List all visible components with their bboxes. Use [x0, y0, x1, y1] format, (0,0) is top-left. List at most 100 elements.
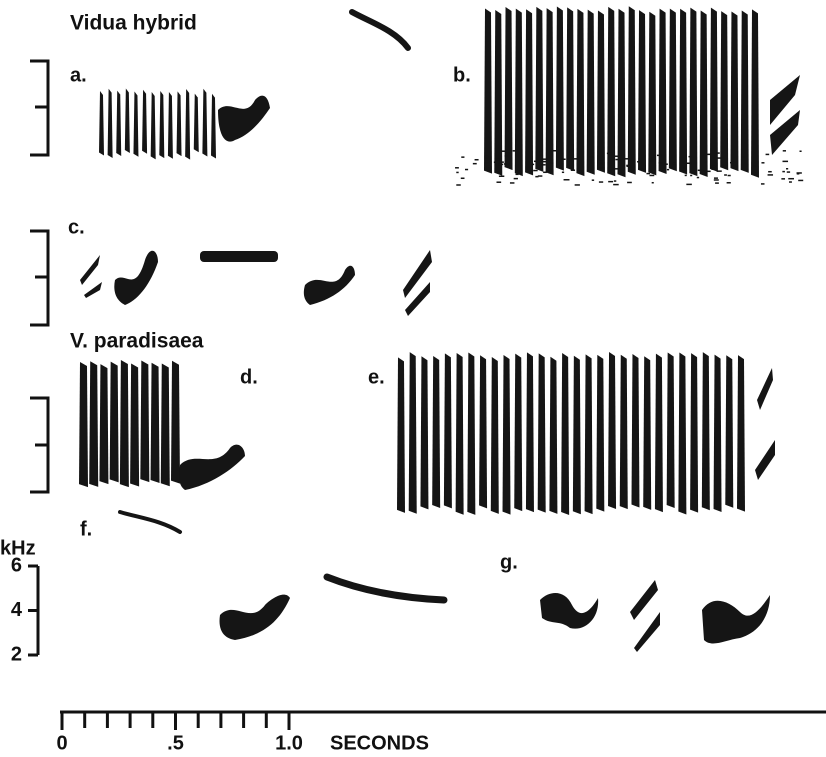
noise	[716, 152, 720, 154]
noise	[543, 171, 547, 174]
syllable-bar	[176, 91, 182, 157]
syllable-bar	[596, 10, 605, 173]
noise	[569, 150, 572, 153]
noise	[626, 164, 630, 167]
noise	[484, 155, 489, 158]
tick-label: 1.0	[275, 732, 303, 754]
noise	[486, 167, 490, 169]
noise	[713, 177, 718, 179]
syllable-bar	[504, 7, 513, 171]
syllable-bar	[617, 8, 626, 178]
syllable-bar	[408, 352, 417, 514]
syllable-bar	[720, 11, 729, 171]
syllable-bar	[202, 88, 208, 157]
syllable-bar	[668, 8, 677, 172]
syllable-bar	[160, 363, 170, 487]
group-title: V. paradisaea	[70, 330, 204, 353]
syllable-bar	[751, 9, 759, 178]
noise	[597, 163, 604, 165]
axis-label: kHz	[0, 537, 36, 559]
noise	[561, 158, 566, 160]
syllable-bar	[119, 360, 129, 488]
syllable-bar	[576, 8, 585, 177]
axis-label: SECONDS	[330, 732, 429, 754]
syllable-bar	[566, 7, 575, 171]
syllable-bar	[525, 9, 534, 176]
noise	[541, 160, 547, 163]
noise	[613, 168, 620, 170]
panel-label: f.	[80, 518, 92, 540]
noise	[598, 181, 604, 183]
noise	[608, 180, 614, 183]
axis-ticks: 6 4 2 0 .5 1.0	[11, 554, 303, 754]
syllable-bar	[455, 353, 464, 515]
syllable-bar	[140, 360, 150, 483]
syllable-bar	[725, 355, 734, 508]
scale-bracket	[30, 229, 50, 327]
noise	[686, 183, 692, 186]
noise	[550, 162, 554, 164]
noise	[532, 163, 535, 166]
noise	[656, 154, 662, 157]
noise	[509, 182, 515, 184]
syllable-bar	[730, 11, 739, 172]
syllable-bar	[740, 10, 749, 173]
noise	[665, 163, 668, 165]
syllable-bar	[211, 93, 216, 159]
noise	[651, 181, 654, 184]
syllable-bar	[167, 92, 173, 159]
noise	[513, 177, 518, 180]
noise	[767, 174, 774, 176]
syllable-bar	[79, 361, 88, 488]
syllable-bar	[150, 91, 156, 160]
noise	[561, 171, 565, 174]
noise	[646, 172, 651, 175]
noise	[768, 170, 772, 173]
syllable-bar	[479, 355, 488, 509]
noise	[627, 181, 632, 184]
syllable-bar	[494, 10, 503, 176]
syllable-bar	[713, 354, 722, 512]
syllable-bar	[150, 362, 160, 484]
noise	[574, 184, 580, 186]
noise	[786, 168, 789, 170]
noise	[696, 176, 700, 179]
syllable-bar	[397, 357, 405, 513]
noise	[497, 163, 504, 166]
noise	[705, 161, 708, 163]
noise	[460, 177, 465, 180]
syllable-bar	[658, 8, 667, 175]
noise	[626, 165, 631, 168]
syllable-bar	[109, 361, 119, 483]
noise	[589, 156, 594, 158]
syllable-bar	[608, 352, 617, 509]
noise	[716, 170, 722, 172]
panel-label: a.	[70, 64, 87, 86]
noise	[570, 169, 576, 171]
syllable-bar	[484, 8, 492, 174]
syllable-bar	[130, 363, 140, 487]
noise	[717, 157, 721, 159]
noise	[496, 158, 500, 161]
noise	[464, 168, 469, 171]
noise	[684, 174, 687, 177]
noise	[781, 178, 786, 180]
noise	[484, 157, 488, 159]
noise	[651, 157, 656, 160]
noise	[501, 150, 507, 152]
noise	[597, 160, 603, 163]
panel-label: d.	[240, 366, 258, 388]
syllable-bar	[514, 8, 523, 177]
syllable-bar	[514, 353, 523, 512]
noise	[789, 181, 792, 183]
tick-label: .5	[167, 732, 184, 754]
noise	[760, 183, 765, 185]
syllable-bar	[586, 9, 595, 175]
syllable-bar	[699, 10, 708, 177]
noise	[606, 152, 613, 155]
syllable-bar	[159, 90, 165, 159]
noise	[591, 179, 595, 181]
noise	[552, 150, 557, 152]
noise	[540, 158, 547, 160]
syllable-bar	[701, 352, 710, 511]
